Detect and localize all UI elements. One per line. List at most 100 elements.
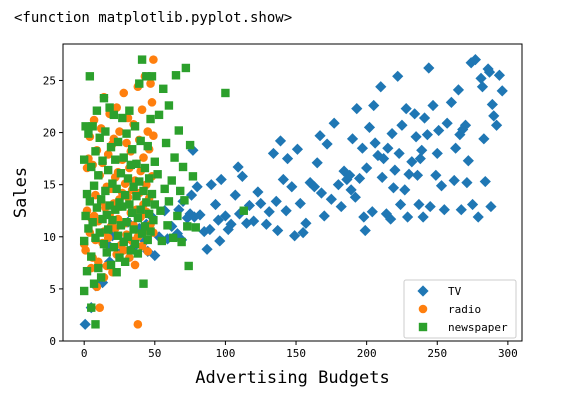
TV-point [386, 128, 398, 140]
newspaper-point [98, 156, 107, 165]
newspaper-point [106, 142, 116, 152]
newspaper-point [113, 137, 123, 147]
TV-point [248, 215, 260, 227]
TV-point [496, 85, 508, 97]
TV-point [455, 204, 467, 216]
TV-point [423, 62, 435, 74]
legend-marker-newspaper [418, 322, 428, 332]
radio-point [146, 79, 155, 88]
newspaper-point [177, 237, 186, 247]
TV-point [372, 149, 384, 162]
TV-point [363, 121, 376, 133]
newspaper-point [123, 232, 133, 241]
TV-point [321, 138, 333, 150]
legend: TV radio newspaper [403, 279, 517, 339]
TV-point [255, 197, 267, 210]
TV-point [260, 218, 272, 230]
newspaper-point [84, 129, 93, 138]
plot-layer [79, 54, 508, 330]
newspaper-point [96, 273, 106, 282]
TV-point [396, 119, 408, 131]
TV-point [294, 197, 306, 210]
newspaper-point [129, 182, 138, 191]
x-tick-label: 50 [148, 347, 161, 360]
TV-point [393, 147, 405, 160]
TV-point [346, 133, 359, 145]
x-axis-label: Advertising Budgets [195, 368, 389, 388]
TV-point [418, 112, 431, 124]
newspaper-point [178, 162, 188, 172]
newspaper-point [128, 145, 137, 154]
TV-point [376, 171, 388, 183]
newspaper-point [94, 171, 103, 180]
TV-point [328, 117, 340, 129]
TV-point [345, 184, 357, 196]
newspaper-point [149, 215, 158, 225]
y-tick-label: 0 [49, 335, 56, 348]
newspaper-point [136, 136, 145, 146]
newspaper-point [137, 55, 147, 64]
newspaper-point [87, 303, 96, 312]
TV-point [149, 249, 161, 262]
TV-point [409, 108, 421, 120]
newspaper-point [128, 208, 137, 218]
TV-point [485, 200, 497, 213]
newspaper-point [95, 228, 104, 237]
newspaper-point [143, 235, 152, 245]
axes-frame [62, 43, 523, 342]
TV-point [427, 99, 439, 112]
newspaper-point [163, 221, 172, 230]
TV-point [361, 162, 373, 174]
TV-point [394, 198, 407, 211]
radio-point [130, 260, 140, 270]
newspaper-point [99, 93, 109, 103]
newspaper-point [118, 113, 127, 123]
newspaper-point [101, 127, 110, 136]
TV-point [486, 98, 498, 111]
newspaper-point [181, 63, 191, 73]
TV-point [274, 135, 287, 147]
radio-point [133, 320, 143, 329]
cell-output-text: <function matplotlib.pyplot.show> [14, 10, 293, 26]
newspaper-point [168, 233, 178, 243]
newspaper-point [125, 200, 134, 209]
newspaper-point [137, 229, 147, 238]
legend-label-newspaper: newspaper [448, 321, 508, 334]
radio-point [139, 153, 148, 162]
TV-point [358, 211, 370, 223]
TV-point [392, 70, 404, 82]
x-tick-label: 300 [498, 347, 518, 360]
radio-point [149, 55, 158, 64]
TV-point [406, 156, 418, 168]
TV-point [438, 204, 450, 216]
TV-point [478, 133, 490, 145]
newspaper-point [88, 218, 97, 227]
TV-point [479, 175, 491, 188]
newspaper-point [159, 84, 168, 94]
newspaper-point [170, 153, 179, 162]
TV-point [209, 198, 222, 211]
TV-point [79, 318, 91, 330]
newspaper-point [98, 214, 107, 224]
TV-point [315, 187, 328, 199]
TV-point [349, 191, 361, 203]
newspaper-point [171, 71, 181, 80]
TV-point [272, 224, 284, 237]
TV-point [472, 211, 484, 223]
newspaper-point [88, 122, 97, 131]
newspaper-point [188, 172, 198, 181]
TV-point [399, 184, 411, 196]
TV-point [344, 169, 356, 181]
newspaper-point [221, 88, 230, 98]
TV-point [385, 213, 397, 225]
TV-point [452, 84, 465, 96]
newspaper-point [142, 72, 151, 81]
TV-point [421, 129, 433, 141]
newspaper-point [133, 213, 143, 223]
newspaper-point [101, 186, 110, 196]
TV-point [490, 119, 503, 131]
TV-point [462, 155, 474, 167]
TV-point [400, 103, 412, 115]
newspaper-point [103, 225, 113, 234]
